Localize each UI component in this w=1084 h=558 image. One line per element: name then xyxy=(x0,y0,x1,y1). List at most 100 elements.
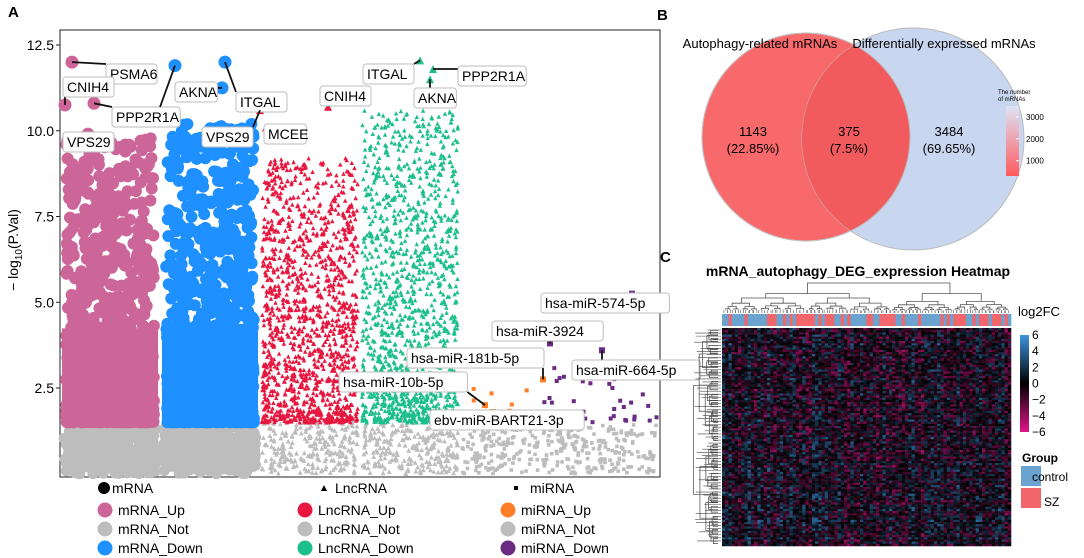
point-not-lncrna xyxy=(343,427,349,432)
point-not-mirna xyxy=(603,445,608,449)
point-not-mrna xyxy=(168,455,180,467)
point-not-mirna xyxy=(503,453,508,457)
point-not-mirna xyxy=(581,444,586,449)
point-not-lncrna xyxy=(446,458,451,463)
point-not-lncrna xyxy=(272,467,278,473)
point-not-lncrna xyxy=(429,454,434,460)
point-not-mirna xyxy=(603,460,607,465)
point-not-mirna xyxy=(608,458,612,462)
point-mrna_down xyxy=(178,291,191,304)
point-not-mirna xyxy=(602,438,606,443)
point-not-lncrna xyxy=(306,468,311,474)
point-not-lncrna xyxy=(404,435,410,440)
point-not-mirna xyxy=(648,452,652,456)
point-mrna_up xyxy=(60,267,73,280)
point-not-lncrna xyxy=(319,445,325,451)
point-not-mirna xyxy=(636,455,641,459)
point-not-lncrna xyxy=(345,447,351,453)
point-not-lncrna xyxy=(322,444,328,449)
point-not-mirna xyxy=(475,451,480,456)
point-not-lncrna xyxy=(303,429,309,434)
point-not-lncrna xyxy=(349,446,354,452)
point-mrna_down xyxy=(181,118,194,131)
point-not-mirna xyxy=(567,467,571,471)
point-not-lncrna xyxy=(387,449,393,454)
point-mrna_up xyxy=(134,239,147,251)
point-not-lncrna xyxy=(292,458,298,464)
point-not-mirna xyxy=(649,455,654,459)
point-not-lncrna xyxy=(444,430,450,436)
point-not-mrna xyxy=(149,465,161,477)
point-not-lncrna xyxy=(410,444,415,449)
point-not-lncrna xyxy=(266,425,272,431)
point-not-lncrna xyxy=(426,434,431,440)
point-not-mirna xyxy=(574,459,578,464)
point-not-lncrna xyxy=(294,422,299,428)
point-not-lncrna xyxy=(269,456,274,462)
point-not-lncrna xyxy=(381,445,387,450)
point-not-mirna xyxy=(486,430,491,434)
point-not-mirna xyxy=(646,456,651,461)
point-not-lncrna xyxy=(400,437,405,442)
point-not-lncrna xyxy=(380,430,386,435)
point-not-lncrna xyxy=(441,466,447,472)
point-mrna_up xyxy=(141,256,154,269)
point-not-mirna xyxy=(621,446,625,451)
point-not-lncrna xyxy=(428,433,434,438)
point-not-lncrna xyxy=(420,434,426,439)
point-not-lncrna xyxy=(362,427,368,433)
point-not-mirna xyxy=(470,435,474,439)
point-not-lncrna xyxy=(365,458,371,464)
point-not-lncrna xyxy=(420,462,426,468)
point-not-lncrna xyxy=(316,457,322,463)
point-not-lncrna xyxy=(378,456,383,462)
point-not-mirna xyxy=(524,469,528,473)
point-not-mirna xyxy=(588,426,593,430)
point-not-mirna xyxy=(563,442,568,447)
point-not-mirna xyxy=(558,440,562,444)
point-not-lncrna xyxy=(309,470,315,475)
point-not-lncrna xyxy=(386,469,392,474)
point-not-mirna xyxy=(610,469,614,473)
point-not-mirna xyxy=(483,431,487,435)
point-not-mirna xyxy=(610,462,614,466)
point-not-mirna xyxy=(598,451,602,456)
point-mrna_down xyxy=(236,277,249,290)
point-mrna_up xyxy=(114,244,126,256)
point-not-mirna xyxy=(566,457,571,462)
point-not-mirna xyxy=(510,441,515,445)
point-not-lncrna xyxy=(268,468,274,474)
point-not-lncrna xyxy=(339,443,345,449)
point-mrna_up xyxy=(145,182,158,195)
panel-letter-c: C xyxy=(660,249,671,266)
point-not-lncrna xyxy=(268,437,274,442)
point-not-mirna xyxy=(582,442,587,447)
point-not-lncrna xyxy=(309,465,315,471)
point-not-mirna xyxy=(512,434,516,439)
point-not-lncrna xyxy=(432,461,438,467)
point-not-lncrna xyxy=(447,429,453,434)
point-not-mirna xyxy=(491,432,496,437)
point-not-lncrna xyxy=(398,423,404,428)
point-not-lncrna xyxy=(424,438,430,444)
point-not-lncrna xyxy=(450,452,456,457)
point-not-mirna xyxy=(486,437,491,441)
point-not-mirna xyxy=(596,439,601,443)
point-not-mirna xyxy=(622,467,626,471)
point-not-lncrna xyxy=(381,423,387,429)
point-mrna_up xyxy=(63,226,76,239)
point-not-lncrna xyxy=(454,439,460,445)
point-mrna_up xyxy=(67,249,80,262)
point-not-lncrna xyxy=(419,447,425,453)
point-mrna_up xyxy=(74,163,86,176)
point-not-lncrna xyxy=(354,423,360,429)
point-not-lncrna xyxy=(435,469,441,475)
point-not-lncrna xyxy=(419,455,424,461)
point-not-lncrna xyxy=(376,428,382,434)
point-not-mirna xyxy=(615,461,620,465)
point-mrna_up xyxy=(116,312,129,325)
point-not-mirna xyxy=(547,434,551,438)
point-not-mirna xyxy=(479,433,483,438)
point-mrna_down xyxy=(171,311,184,324)
point-not-mirna xyxy=(542,464,547,468)
